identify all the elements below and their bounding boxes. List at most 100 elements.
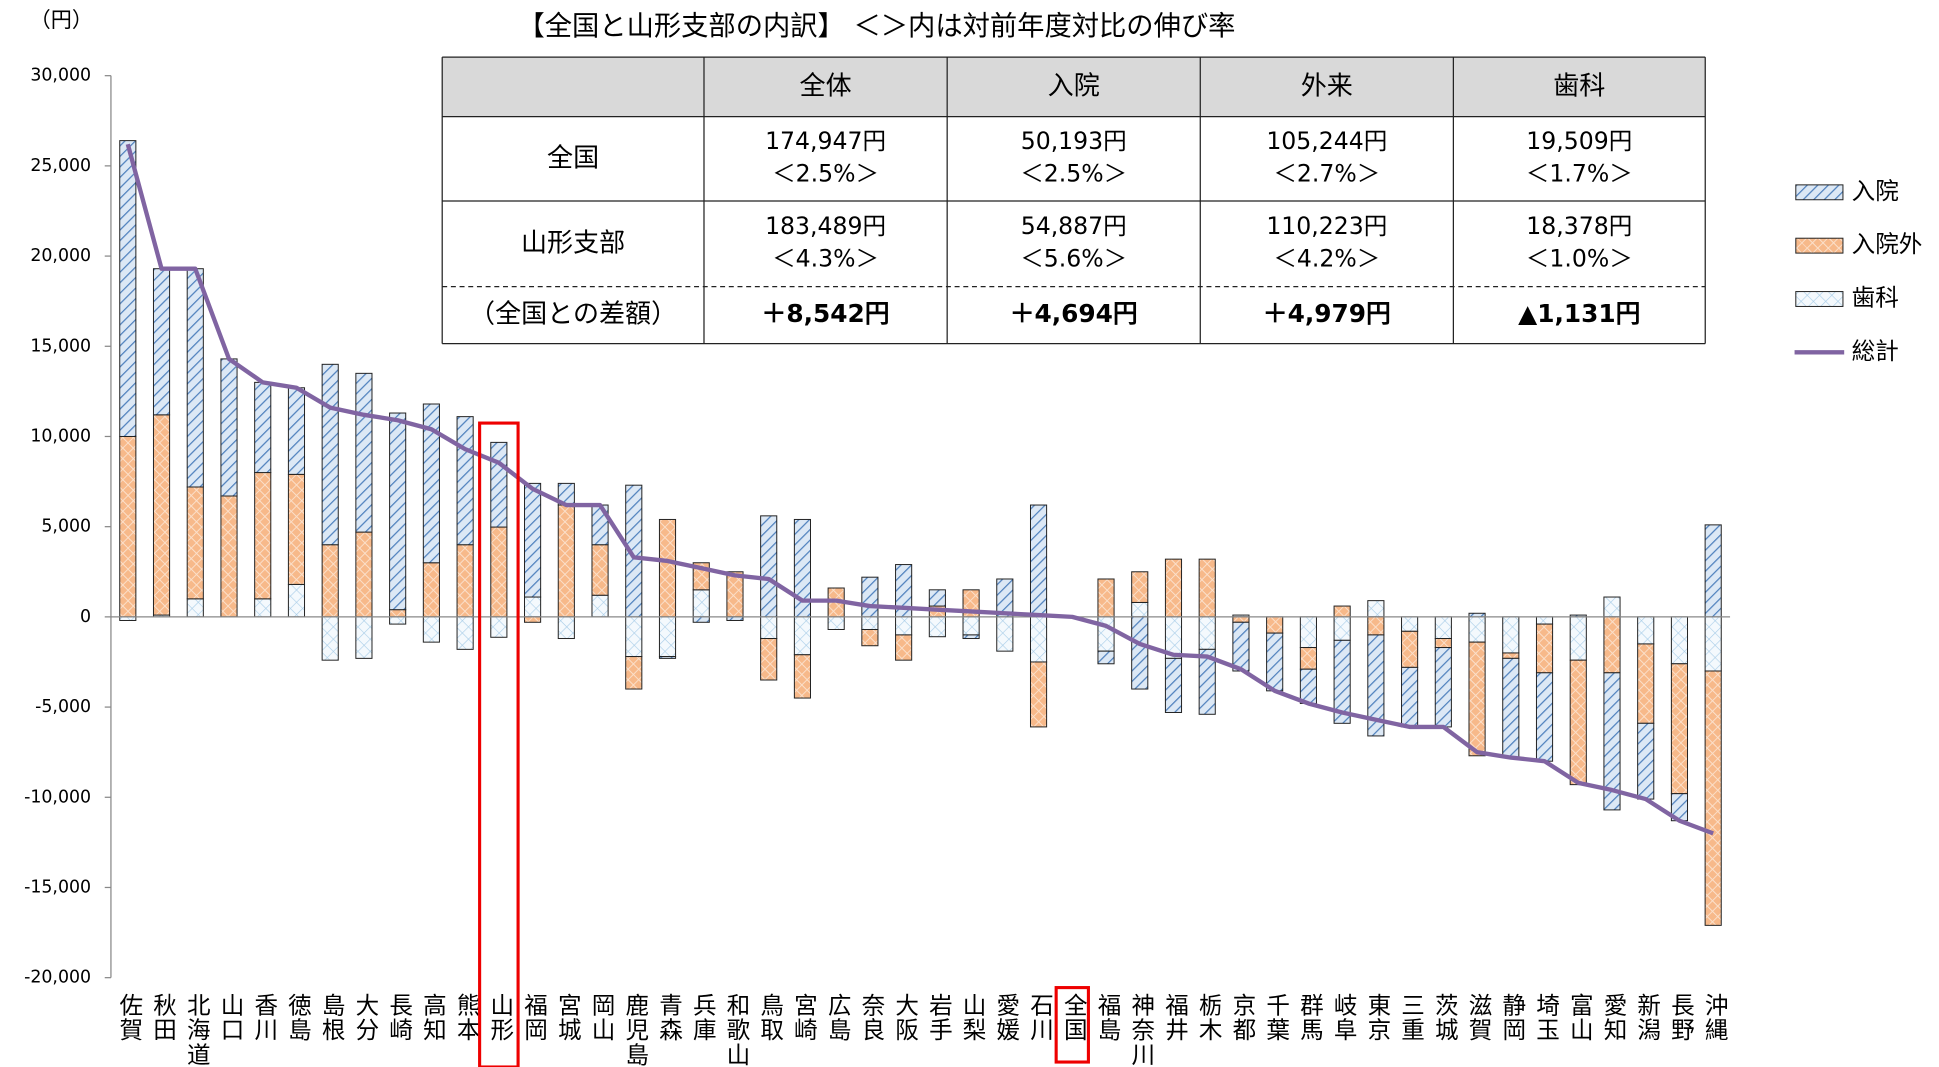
table-title: 【全国と山形支部の内訳】 ＜＞内は対前年度対比の伸び率: [517, 11, 1235, 42]
table-row-label: 山形支部: [521, 228, 625, 258]
bar-segment: [1029, 616, 1048, 663]
bar-segment: [422, 562, 440, 618]
bar-segment: [1535, 616, 1554, 625]
bar-segment: [1434, 638, 1452, 649]
bar-segment: [1198, 558, 1216, 618]
bar-segment: [557, 504, 575, 618]
bar-segment: [1299, 616, 1317, 649]
bar-segment: [321, 363, 339, 546]
bar-segment: [1704, 524, 1722, 618]
bar-segment: [1502, 657, 1520, 759]
bar-segment: [524, 596, 542, 618]
table-cell: ＜5.6%＞: [1020, 244, 1127, 272]
table-header: 歯科: [1553, 71, 1605, 101]
table-cell: 183,489円: [765, 212, 886, 240]
bar-segment: [1468, 616, 1486, 643]
bar-segment: [389, 609, 407, 618]
bar-segment: [1097, 616, 1115, 652]
bar-segment: [962, 634, 980, 640]
bar-segment: [1569, 616, 1587, 661]
bar-segment: [220, 358, 238, 497]
bar-segment: [1401, 666, 1419, 728]
table-cell: 50,193円: [1021, 127, 1127, 155]
y-tick-label: 25,000: [30, 156, 91, 176]
x-tick-label: 鹿児島: [621, 992, 649, 1067]
x-tick-label: 熊本: [453, 992, 481, 1042]
total-line: [125, 143, 1714, 836]
bar-segment: [1603, 672, 1621, 811]
x-tick-label: 徳島: [284, 992, 312, 1042]
bar-segment: [1637, 722, 1655, 800]
x-tick-label: 秋田: [149, 992, 177, 1042]
bar-segment: [1198, 648, 1216, 715]
bar-segment: [1299, 647, 1317, 670]
legend-label: 入院外: [1852, 230, 1923, 258]
bar-segment: [996, 616, 1014, 652]
bar-segment: [1333, 616, 1351, 641]
bar-segment: [760, 638, 778, 681]
bar-segment: [287, 473, 306, 585]
bar-segment: [895, 616, 913, 636]
bar-segment: [1502, 652, 1520, 659]
x-tick-label: 宮崎: [790, 992, 818, 1042]
bar-segment: [524, 616, 542, 623]
table-cell: ＜2.5%＞: [1020, 159, 1127, 187]
x-tick-label: 福岡: [520, 992, 548, 1042]
bar-segment: [1569, 659, 1587, 786]
x-tick-label: 愛知: [1599, 992, 1627, 1042]
bar-segment: [895, 634, 913, 661]
x-tick-label: 沖縄: [1701, 992, 1729, 1042]
table-cell: 19,509円: [1526, 127, 1632, 155]
bar-segment: [1704, 670, 1722, 926]
y-tick-label: -15,000: [24, 877, 91, 897]
bar-segment: [389, 616, 407, 625]
table-cell: ＜4.3%＞: [772, 244, 879, 272]
x-tick-label: 茨城: [1431, 992, 1459, 1042]
legend-swatch: [1795, 184, 1844, 201]
x-tick-label: 全国: [1060, 992, 1088, 1042]
bar-segment: [490, 616, 508, 638]
bar-segment: [119, 435, 137, 618]
table-cell: ＜1.0%＞: [1526, 244, 1633, 272]
bar-segment: [1097, 650, 1115, 665]
bar-segment: [1164, 657, 1183, 713]
x-tick-label: 富山: [1566, 992, 1594, 1042]
x-tick-label: 新潟: [1633, 992, 1661, 1042]
y-tick-label: 30,000: [30, 66, 91, 86]
bar-segment: [1029, 504, 1048, 618]
x-tick-label: 岡山: [588, 993, 616, 1043]
bar-segment: [692, 589, 710, 618]
bar-segment: [220, 495, 238, 618]
highlight-box: [1054, 986, 1090, 1064]
bar-segment: [1637, 643, 1655, 724]
x-tick-label: 岐阜: [1330, 992, 1358, 1042]
x-tick-label: 北海道: [183, 992, 211, 1067]
x-tick-label: 京都: [1228, 992, 1256, 1042]
table-cell: ＋8,542円: [762, 299, 890, 328]
x-tick-label: 千葉: [1262, 992, 1290, 1042]
bar-segment: [1603, 596, 1621, 618]
table-cell: ＜4.2%＞: [1273, 244, 1380, 272]
bar-segment: [1401, 630, 1419, 668]
bar-segment: [422, 403, 440, 564]
bar-segment: [1131, 601, 1149, 618]
bar-segment: [524, 482, 542, 598]
bar-segment: [186, 486, 204, 600]
bar-segment: [355, 616, 373, 659]
x-tick-label: 奈良: [857, 992, 885, 1042]
bar-segment: [1198, 616, 1216, 650]
table-cell: 174,947円: [765, 127, 886, 155]
x-tick-label: 埼玉: [1532, 992, 1560, 1042]
bar-segment: [591, 544, 609, 596]
x-tick-label: 兵庫: [689, 992, 717, 1042]
bar-segment: [1670, 616, 1689, 665]
y-tick-label: -10,000: [24, 787, 91, 807]
bar-segment: [625, 616, 643, 658]
bar-segment: [928, 616, 946, 638]
table-cell: 54,887円: [1021, 212, 1127, 240]
bar-segment: [1299, 668, 1317, 704]
bar-segment: [1232, 621, 1250, 672]
x-tick-label: 滋賀: [1465, 992, 1493, 1042]
bar-segment: [1266, 616, 1284, 634]
